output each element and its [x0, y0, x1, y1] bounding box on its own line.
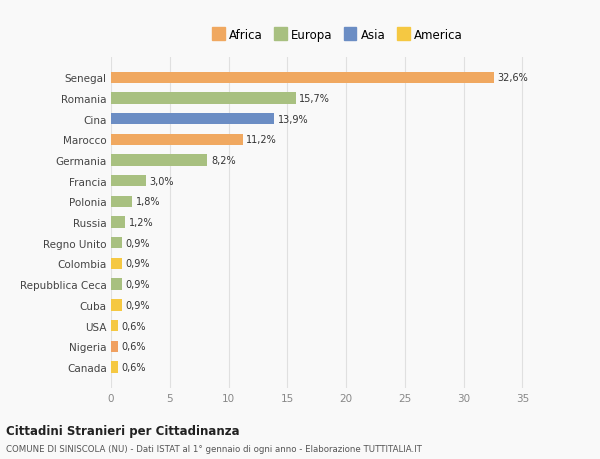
Text: 32,6%: 32,6%	[498, 73, 529, 83]
Text: 0,6%: 0,6%	[122, 341, 146, 352]
Text: 15,7%: 15,7%	[299, 94, 330, 104]
Text: 1,2%: 1,2%	[128, 218, 153, 228]
Bar	[111, 341, 118, 352]
Bar	[111, 196, 132, 207]
Bar	[111, 114, 274, 125]
Bar	[111, 134, 242, 146]
Bar	[111, 320, 118, 331]
Bar	[111, 300, 122, 311]
Text: 0,9%: 0,9%	[125, 259, 149, 269]
Text: 0,6%: 0,6%	[122, 362, 146, 372]
Text: 0,9%: 0,9%	[125, 238, 149, 248]
Text: 0,9%: 0,9%	[125, 300, 149, 310]
Bar	[111, 238, 122, 249]
Bar	[111, 279, 122, 290]
Bar	[111, 73, 494, 84]
Text: 13,9%: 13,9%	[278, 114, 308, 124]
Text: 1,8%: 1,8%	[136, 197, 160, 207]
Bar	[111, 93, 296, 104]
Bar	[111, 258, 122, 269]
Bar	[111, 176, 146, 187]
Legend: Africa, Europa, Asia, America: Africa, Europa, Asia, America	[210, 27, 465, 45]
Text: COMUNE DI SINISCOLA (NU) - Dati ISTAT al 1° gennaio di ogni anno - Elaborazione : COMUNE DI SINISCOLA (NU) - Dati ISTAT al…	[6, 444, 422, 453]
Text: 8,2%: 8,2%	[211, 156, 236, 166]
Bar	[111, 362, 118, 373]
Bar	[111, 217, 125, 228]
Text: Cittadini Stranieri per Cittadinanza: Cittadini Stranieri per Cittadinanza	[6, 424, 239, 437]
Text: 0,9%: 0,9%	[125, 280, 149, 290]
Text: 11,2%: 11,2%	[246, 135, 277, 145]
Text: 0,6%: 0,6%	[122, 321, 146, 331]
Bar	[111, 155, 208, 166]
Text: 3,0%: 3,0%	[150, 176, 174, 186]
